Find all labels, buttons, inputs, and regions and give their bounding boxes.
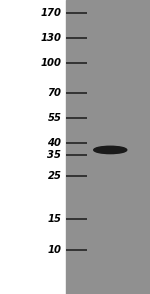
Text: 10: 10 — [48, 245, 61, 255]
Text: 100: 100 — [40, 58, 61, 68]
Text: 40: 40 — [48, 138, 61, 148]
Text: 70: 70 — [48, 88, 61, 98]
Ellipse shape — [94, 146, 127, 154]
Text: 170: 170 — [40, 8, 61, 18]
Text: 15: 15 — [48, 214, 61, 224]
Text: 25: 25 — [48, 171, 61, 181]
Text: 130: 130 — [40, 33, 61, 43]
Text: 35: 35 — [48, 150, 61, 160]
Text: 55: 55 — [48, 113, 61, 123]
Bar — [66, 0, 150, 294]
